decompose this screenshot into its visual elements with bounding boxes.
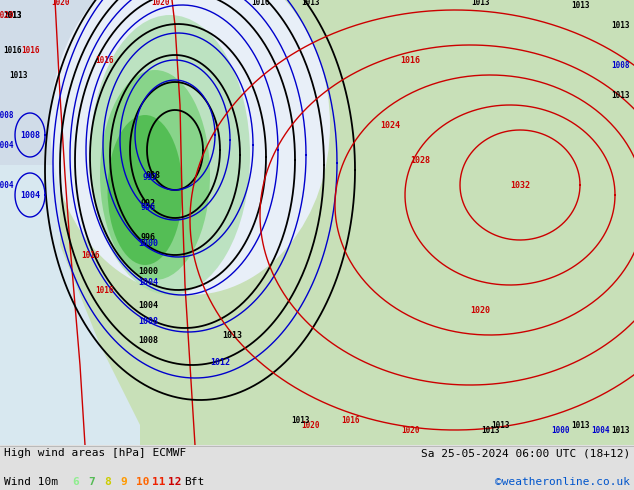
Text: 1000: 1000: [138, 239, 158, 247]
Text: 1020: 1020: [51, 0, 69, 6]
Text: 1020: 1020: [0, 10, 14, 20]
Text: 1012: 1012: [210, 358, 230, 367]
Ellipse shape: [100, 70, 210, 280]
Text: 1016: 1016: [251, 0, 269, 6]
Text: 1008: 1008: [20, 130, 40, 140]
Polygon shape: [0, 0, 260, 165]
FancyBboxPatch shape: [310, 0, 634, 445]
Text: 1016: 1016: [81, 250, 100, 260]
Text: 1013: 1013: [571, 420, 589, 430]
Text: ©weatheronline.co.uk: ©weatheronline.co.uk: [495, 477, 630, 487]
Text: 1013: 1013: [611, 91, 630, 99]
Text: 1013: 1013: [571, 0, 589, 9]
Text: 1008: 1008: [0, 111, 14, 120]
Text: 1016: 1016: [96, 286, 114, 294]
Text: 1013: 1013: [471, 0, 489, 6]
Text: 1000: 1000: [138, 267, 158, 275]
Text: 1016: 1016: [340, 416, 359, 424]
Ellipse shape: [50, 0, 330, 295]
Text: 1024: 1024: [380, 121, 400, 129]
Text: 1013: 1013: [3, 10, 22, 20]
Text: 1008: 1008: [138, 317, 158, 325]
Text: 1016: 1016: [96, 55, 114, 65]
Text: 1013: 1013: [3, 10, 22, 20]
Text: 1020: 1020: [151, 0, 169, 6]
Text: 996: 996: [141, 232, 155, 242]
Text: 1016: 1016: [400, 55, 420, 65]
Text: 1020: 1020: [301, 420, 320, 430]
Text: 1004: 1004: [20, 191, 40, 199]
Polygon shape: [0, 0, 200, 445]
Text: Wind 10m: Wind 10m: [4, 477, 58, 487]
Text: 1008: 1008: [611, 60, 630, 70]
Text: 1032: 1032: [510, 180, 530, 190]
Text: 1013: 1013: [291, 416, 309, 424]
Text: 1004: 1004: [0, 180, 14, 190]
Text: 1004: 1004: [591, 425, 609, 435]
Text: High wind areas [hPa] ECMWF: High wind areas [hPa] ECMWF: [4, 448, 186, 458]
Text: 1013: 1013: [611, 425, 630, 435]
Text: 6: 6: [72, 477, 79, 487]
Text: 1004: 1004: [0, 141, 14, 149]
Text: 1020: 1020: [470, 305, 490, 315]
Text: Sa 25-05-2024 06:00 UTC (18+12): Sa 25-05-2024 06:00 UTC (18+12): [421, 448, 630, 458]
Text: 1013: 1013: [9, 71, 27, 79]
Text: 1016: 1016: [21, 46, 39, 54]
Text: 1020: 1020: [401, 425, 419, 435]
Text: 988: 988: [145, 171, 160, 179]
Text: 992: 992: [141, 198, 155, 207]
Text: 1013: 1013: [611, 21, 630, 29]
Text: 1004: 1004: [138, 300, 158, 310]
Text: 10: 10: [136, 477, 150, 487]
Polygon shape: [310, 0, 634, 105]
Text: 1000: 1000: [551, 425, 569, 435]
Text: 1013: 1013: [481, 425, 499, 435]
Text: 1013: 1013: [301, 0, 320, 6]
Text: 11: 11: [152, 477, 165, 487]
Text: 7: 7: [88, 477, 94, 487]
Text: 1013: 1013: [222, 330, 242, 340]
Text: 1016: 1016: [3, 46, 22, 54]
Text: Bft: Bft: [184, 477, 204, 487]
Text: 9: 9: [120, 477, 127, 487]
Text: 996: 996: [141, 202, 155, 212]
Text: 12: 12: [168, 477, 181, 487]
Text: 1013: 1013: [491, 420, 509, 430]
Ellipse shape: [108, 115, 183, 265]
Text: 8: 8: [104, 477, 111, 487]
Ellipse shape: [90, 15, 250, 295]
Text: 992: 992: [143, 172, 157, 181]
Text: 1008: 1008: [138, 336, 158, 344]
Text: 1004: 1004: [138, 277, 158, 287]
Text: 1028: 1028: [410, 155, 430, 165]
